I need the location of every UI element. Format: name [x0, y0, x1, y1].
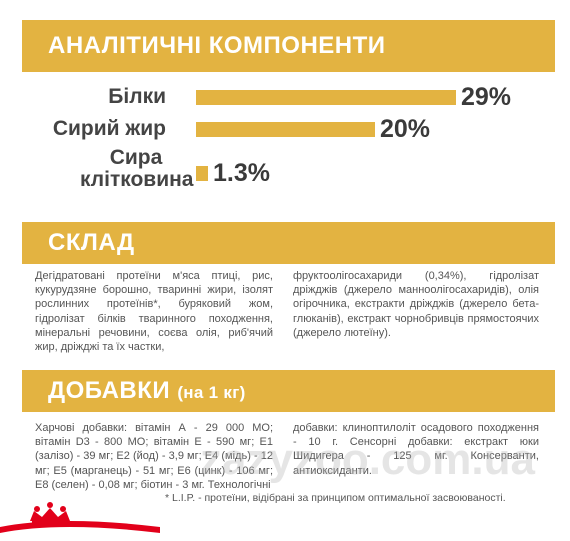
composition-text-left: Дегідратовані протеїни м'яса птиці, рис,…	[35, 270, 273, 354]
additives-title-suffix: (на 1 кг)	[177, 383, 246, 402]
additives-title: ДОБАВКИ (на 1 кг)	[48, 377, 246, 405]
composition-text-right: фруктоолігосахариди (0,34%), гідролізат …	[293, 270, 539, 339]
bar	[196, 122, 375, 137]
bar-label: Сира клітковина	[80, 146, 194, 191]
royal-canin-crown-logo-icon	[0, 502, 160, 533]
footnote: * L.I.P. - протеїни, відібрані за принци…	[165, 492, 506, 504]
composition-title: СКЛАД	[48, 229, 135, 256]
additives-text-right: добавки: клиноптилоліт осадового походже…	[293, 422, 539, 477]
bar-value-label: 29%	[461, 83, 512, 111]
bar-value-label: 1.3%	[213, 159, 270, 187]
bar-label: Білки	[108, 85, 166, 108]
additives-text-left: Харчові добавки: вітамін А - 29 000 МО; …	[35, 422, 273, 491]
bar-value-label: 20%	[380, 115, 431, 143]
bar-label: Сирий жир	[52, 117, 166, 140]
analytic-components-title: АНАЛІТИЧНІ КОМПОНЕНТИ	[48, 32, 386, 59]
bar	[196, 90, 456, 105]
analytic-components-header: АНАЛІТИЧНІ КОМПОНЕНТИ	[22, 20, 555, 72]
composition-header: СКЛАД	[22, 222, 555, 264]
additives-header: ДОБАВКИ (на 1 кг)	[22, 370, 555, 412]
additives-title-main: ДОБАВКИ	[48, 377, 171, 404]
bar	[196, 166, 208, 181]
